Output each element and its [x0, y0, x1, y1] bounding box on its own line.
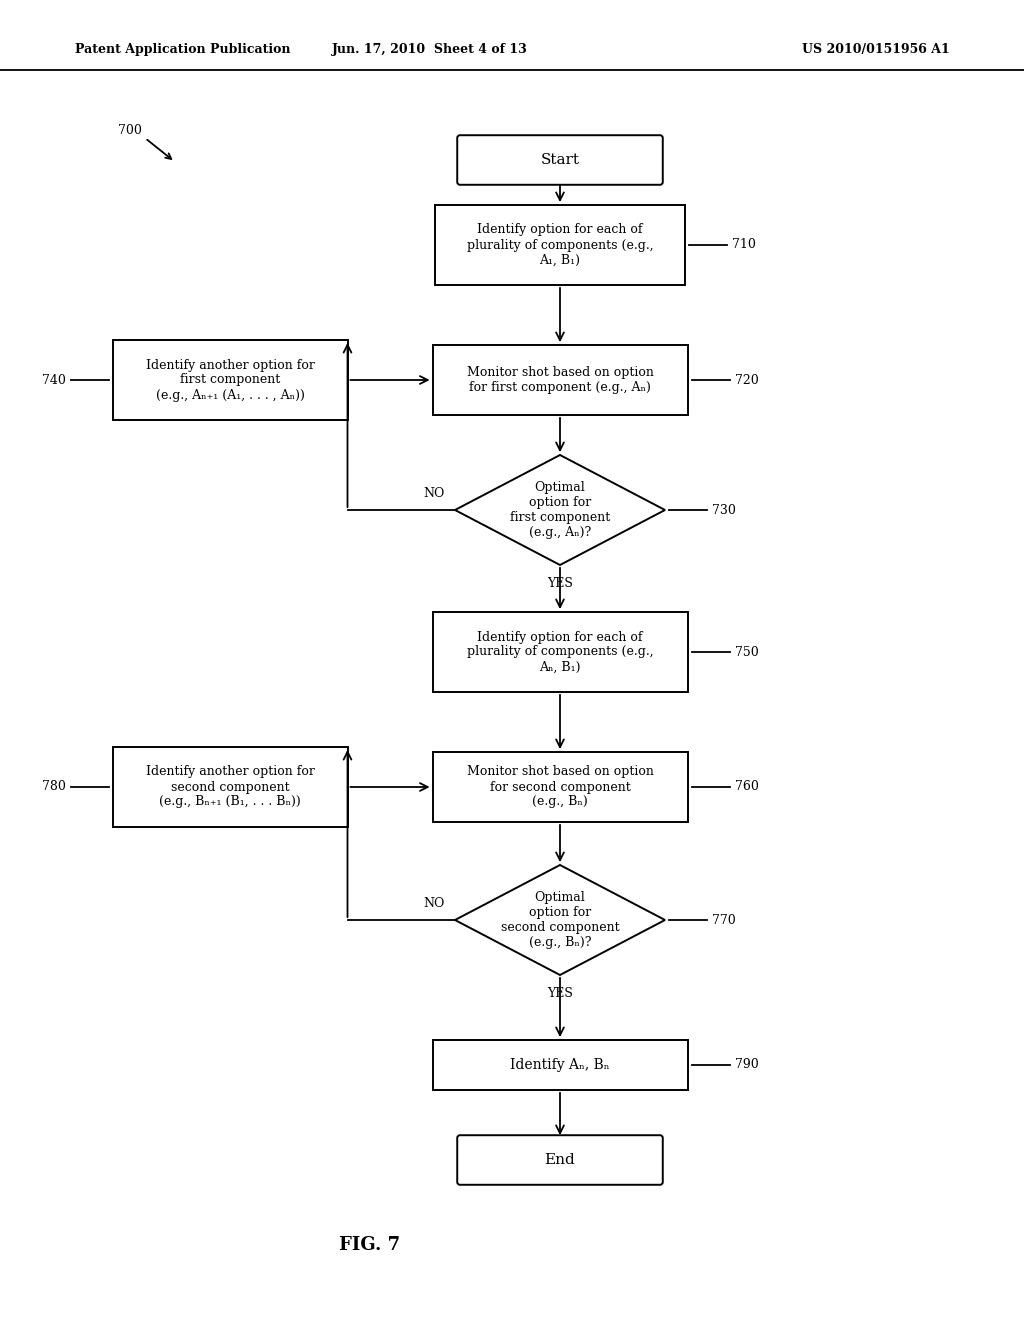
- Bar: [435, 205, 685, 285]
- Text: 790: 790: [734, 1059, 758, 1072]
- Text: Start: Start: [541, 153, 580, 168]
- Text: Patent Application Publication: Patent Application Publication: [75, 44, 291, 57]
- Text: US 2010/0151956 A1: US 2010/0151956 A1: [802, 44, 950, 57]
- Text: Identify another option for
second component
(e.g., Bₙ₊₁ (B₁, . . . Bₙ)): Identify another option for second compo…: [145, 766, 314, 808]
- Text: YES: YES: [547, 577, 573, 590]
- Text: 720: 720: [734, 374, 758, 387]
- Text: Monitor shot based on option
for second component
(e.g., Bₙ): Monitor shot based on option for second …: [467, 766, 653, 808]
- Bar: [113, 747, 347, 828]
- Text: End: End: [545, 1152, 575, 1167]
- Bar: [432, 345, 687, 414]
- Text: 760: 760: [734, 780, 759, 793]
- Text: Jun. 17, 2010  Sheet 4 of 13: Jun. 17, 2010 Sheet 4 of 13: [332, 44, 528, 57]
- FancyBboxPatch shape: [458, 135, 663, 185]
- Polygon shape: [455, 455, 665, 565]
- Text: NO: NO: [424, 898, 445, 909]
- Text: Identify option for each of
plurality of components (e.g.,
Aₙ, B₁): Identify option for each of plurality of…: [467, 631, 653, 673]
- Text: FIG. 7: FIG. 7: [339, 1236, 400, 1254]
- Bar: [432, 612, 687, 692]
- Text: 740: 740: [42, 374, 66, 387]
- Text: 700: 700: [118, 124, 142, 136]
- Text: Monitor shot based on option
for first component (e.g., Aₙ): Monitor shot based on option for first c…: [467, 366, 653, 393]
- Bar: [432, 752, 687, 822]
- Text: 750: 750: [734, 645, 758, 659]
- Text: Identify Aₙ, Bₙ: Identify Aₙ, Bₙ: [510, 1059, 610, 1072]
- Polygon shape: [455, 865, 665, 975]
- Text: Identify another option for
first component
(e.g., Aₙ₊₁ (A₁, . . . , Aₙ)): Identify another option for first compon…: [145, 359, 314, 401]
- Text: YES: YES: [547, 987, 573, 1001]
- FancyBboxPatch shape: [458, 1135, 663, 1185]
- Bar: [432, 1040, 687, 1090]
- Text: Optimal
option for
first component
(e.g., Aₙ)?: Optimal option for first component (e.g.…: [510, 480, 610, 539]
- Text: 730: 730: [712, 503, 736, 516]
- Text: Identify option for each of
plurality of components (e.g.,
A₁, B₁): Identify option for each of plurality of…: [467, 223, 653, 267]
- Text: 780: 780: [42, 780, 66, 793]
- Text: Optimal
option for
second component
(e.g., Bₙ)?: Optimal option for second component (e.g…: [501, 891, 620, 949]
- Text: 770: 770: [712, 913, 736, 927]
- Text: 710: 710: [732, 239, 756, 252]
- Text: NO: NO: [424, 487, 445, 500]
- Bar: [113, 341, 347, 420]
